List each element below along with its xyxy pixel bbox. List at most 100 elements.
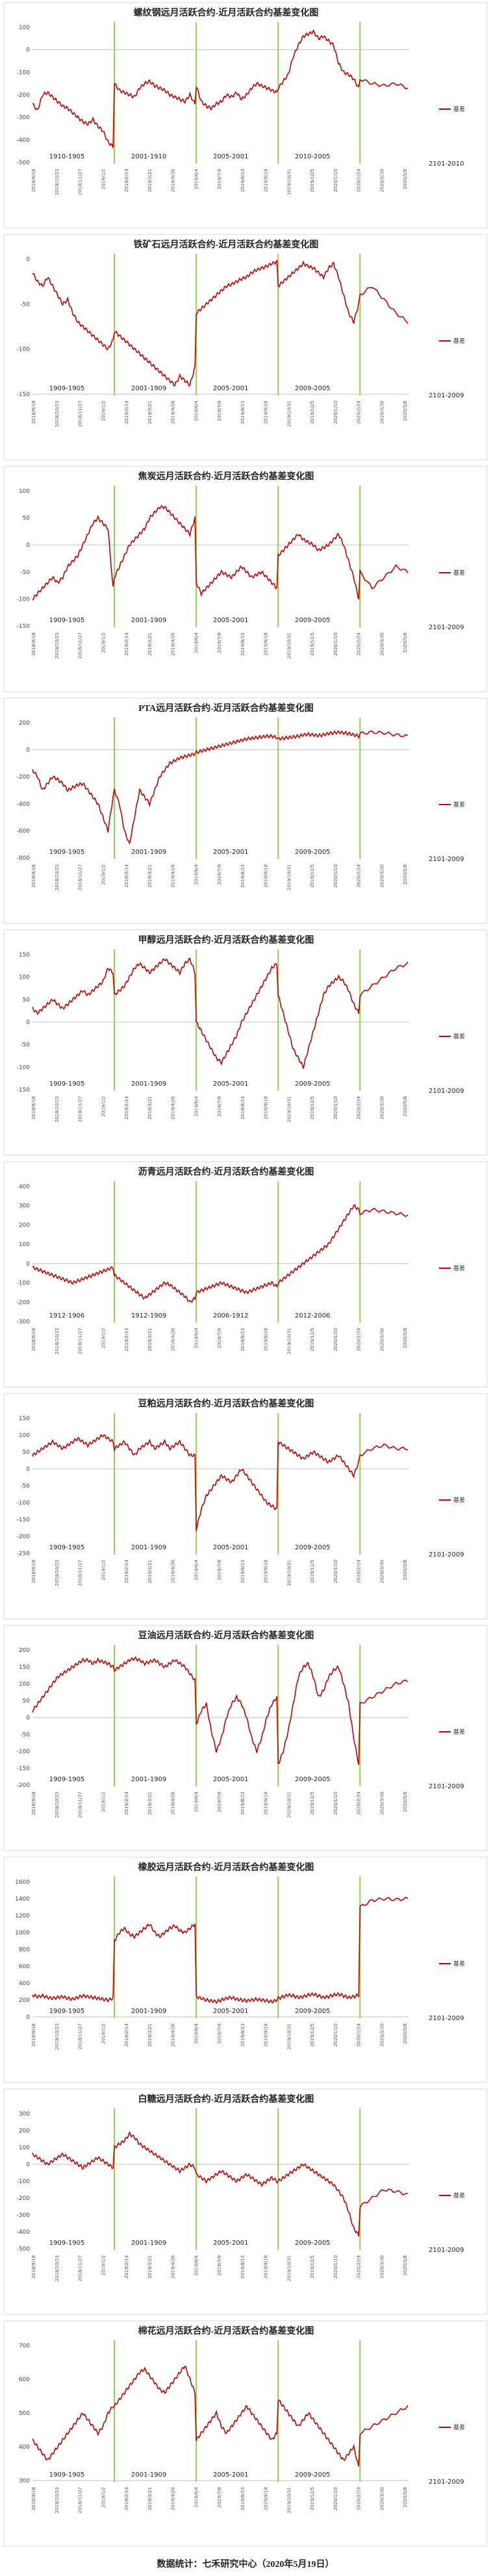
x-tick-label: 2020/1/10 xyxy=(333,2487,338,2510)
chart-title: 沥青远月活跃合约-近月活跃合约基差变化图 xyxy=(138,1166,314,1177)
y-tick-label: 50 xyxy=(23,516,31,522)
x-tick-label: 2019/3/21 xyxy=(147,2487,153,2510)
x-tick-label: 2020/1/10 xyxy=(333,864,338,888)
legend-label: 基差 xyxy=(453,569,465,577)
x-tick-label: 2018/11/27 xyxy=(78,1792,83,1818)
y-tick-label: 50 xyxy=(23,997,31,1003)
x-tick-label: 2019/12/5 xyxy=(310,401,315,424)
y-tick-label: -50 xyxy=(20,1483,30,1490)
x-tick-label: 2020/1/10 xyxy=(333,1096,338,1119)
segment-label: 1909-1905 xyxy=(49,617,85,624)
chart-svg-2: 焦炭远月活跃合约-近月活跃合约基差变化图 -150 -100 -50 0 50 100 190… xyxy=(3,466,488,692)
y-tick-label: -100 xyxy=(17,347,31,353)
x-tick-label: 2019/4/26 xyxy=(171,2486,176,2510)
y-tick-label: 0 xyxy=(26,1261,30,1268)
x-tick-label: 2019/9/18 xyxy=(264,1096,269,1119)
basis-series-line xyxy=(32,260,409,387)
chart-title: 铁矿石远月活跃合约-近月活跃合约基差变化图 xyxy=(134,239,319,250)
chart-frame xyxy=(3,2,488,229)
segment-label: 1909-1905 xyxy=(49,1544,85,1551)
x-tick-label: 2019/8/13 xyxy=(240,401,245,424)
x-tick-label: 2019/4/26 xyxy=(171,1559,176,1582)
x-tick-label: 2019/12/5 xyxy=(310,1560,315,1583)
x-tick-label: 2019/7/9 xyxy=(217,1096,222,1116)
x-tick-label: 2020/1/10 xyxy=(333,2023,338,2047)
y-tick-label: 150 xyxy=(19,952,30,958)
y-tick-label: -50 xyxy=(20,569,30,576)
x-tick-label: 2019/8/13 xyxy=(240,2023,245,2047)
y-tick-label: 150 xyxy=(19,1416,30,1422)
x-tick-label: 2019/9/18 xyxy=(264,2487,269,2510)
chart-svg-8: 橡胶远月活跃合约-近月活跃合约基差变化图 0 200 400 600 800 1000 120… xyxy=(3,1857,488,2083)
y-tick-label: -200 xyxy=(17,2195,31,2202)
chart-title: 甲醇远月活跃合约-近月活跃合约基差变化图 xyxy=(138,934,314,945)
chart-svg-7: 豆油远月活跃合约-近月活跃合约基差变化图 -200 -150 -100 -50 0 50 10… xyxy=(3,1625,488,1851)
segment-label: 2009-2005 xyxy=(295,2240,331,2247)
y-tick-label: 100 xyxy=(19,1242,30,1248)
x-tick-label: 2019/1/2 xyxy=(101,2255,106,2275)
x-tick-label: 2019/3/21 xyxy=(147,169,153,192)
segment-label: 2005-2001 xyxy=(213,385,249,392)
x-tick-label: 2019/1/2 xyxy=(101,1792,106,1812)
x-tick-label: 2020/1/10 xyxy=(333,1328,338,1351)
x-tick-label: 2020/2/24 xyxy=(357,1327,362,1351)
y-tick-label: -100 xyxy=(17,69,31,76)
y-tick-label: 200 xyxy=(19,2128,30,2134)
x-tick-label: 2020/5/8 xyxy=(403,401,408,421)
x-tick-label: 2019/1/2 xyxy=(101,864,106,884)
x-tick-label: 2020/1/10 xyxy=(333,401,338,424)
chart-title: 豆粕远月活跃合约-近月活跃合约基差变化图 xyxy=(138,1398,314,1409)
x-tick-label: 2019/4/26 xyxy=(171,864,176,887)
chart-svg-0: 螺纹钢远月活跃合约-近月活跃合约基差变化图 -500 -400 -300 -200 -10… xyxy=(3,2,488,229)
x-tick-label: 2020/1/10 xyxy=(333,2255,338,2279)
segment-label: 1909-1905 xyxy=(49,2240,85,2247)
x-tick-label: 2019/6/4 xyxy=(194,400,199,421)
x-tick-label: 2019/10/31 xyxy=(286,401,292,427)
chart-svg-3: PTA远月活跃合约-近月活跃合约基差变化图 -800 -600 -400 -200 0 20… xyxy=(3,697,488,924)
legend-label: 基差 xyxy=(453,1496,465,1504)
x-tick-label: 2019/2/14 xyxy=(124,1559,129,1582)
x-tick-label: 2019/2/14 xyxy=(124,1095,129,1119)
chart-frame xyxy=(3,929,488,1156)
chart-frame xyxy=(3,1393,488,1619)
x-tick-label: 2019/10/31 xyxy=(286,2255,292,2281)
x-tick-label: 2019/10/31 xyxy=(286,169,292,195)
x-tick-label: 2019/9/18 xyxy=(264,2023,269,2047)
chart-title: 螺纹钢远月活跃合约-近月活跃合约基差变化图 xyxy=(134,7,319,18)
basis-series-line xyxy=(32,1656,409,1765)
y-tick-label: 300 xyxy=(19,1203,30,1210)
segment-label: 2001-1909 xyxy=(131,2471,167,2479)
y-tick-label: -200 xyxy=(17,1782,31,1789)
y-tick-label: -50 xyxy=(20,1042,30,1049)
x-tick-label: 2020/3/30 xyxy=(379,1328,384,1351)
y-tick-label: -150 xyxy=(17,1517,31,1523)
y-tick-label: -300 xyxy=(17,2212,31,2219)
x-tick-label: 2020/2/24 xyxy=(357,400,362,423)
segment-label: 1909-1905 xyxy=(49,2471,85,2479)
y-tick-label: 0 xyxy=(26,1019,30,1026)
x-tick-label: 2020/5/8 xyxy=(403,169,408,189)
chart-frame xyxy=(3,1625,488,1851)
x-tick-label: 2019/4/26 xyxy=(171,1327,176,1351)
x-tick-label: 2020/3/30 xyxy=(379,1096,384,1119)
x-tick-label: 2019/12/5 xyxy=(310,1792,315,1815)
x-tick-label: 2019/12/5 xyxy=(310,864,315,888)
x-tick-label: 2019/1/2 xyxy=(101,632,106,653)
x-tick-label: 2018/9/18 xyxy=(31,2023,36,2047)
y-tick-label: -250 xyxy=(17,1551,31,1557)
x-tick-label: 2020/3/30 xyxy=(379,1792,384,1815)
chart-svg-4: 甲醇远月活跃合约-近月活跃合约基差变化图 -150 -100 -50 0 50 100 150… xyxy=(3,929,488,1156)
y-tick-label: -500 xyxy=(17,160,31,166)
x-tick-label: 2019/7/9 xyxy=(217,2487,222,2507)
y-tick-label: 100 xyxy=(19,975,30,981)
basis-series-line xyxy=(32,2131,409,2237)
y-tick-label: 800 xyxy=(19,1947,30,1953)
x-tick-label: 2020/1/10 xyxy=(333,632,338,656)
chart-frame xyxy=(3,697,488,924)
x-tick-label: 2019/3/21 xyxy=(147,2023,153,2047)
segment-label: 2009-2005 xyxy=(295,1776,331,1783)
x-tick-label: 2019/6/4 xyxy=(194,2023,199,2044)
x-tick-label: 2019/1/2 xyxy=(101,401,106,421)
x-tick-label: 2018/11/27 xyxy=(78,864,83,890)
